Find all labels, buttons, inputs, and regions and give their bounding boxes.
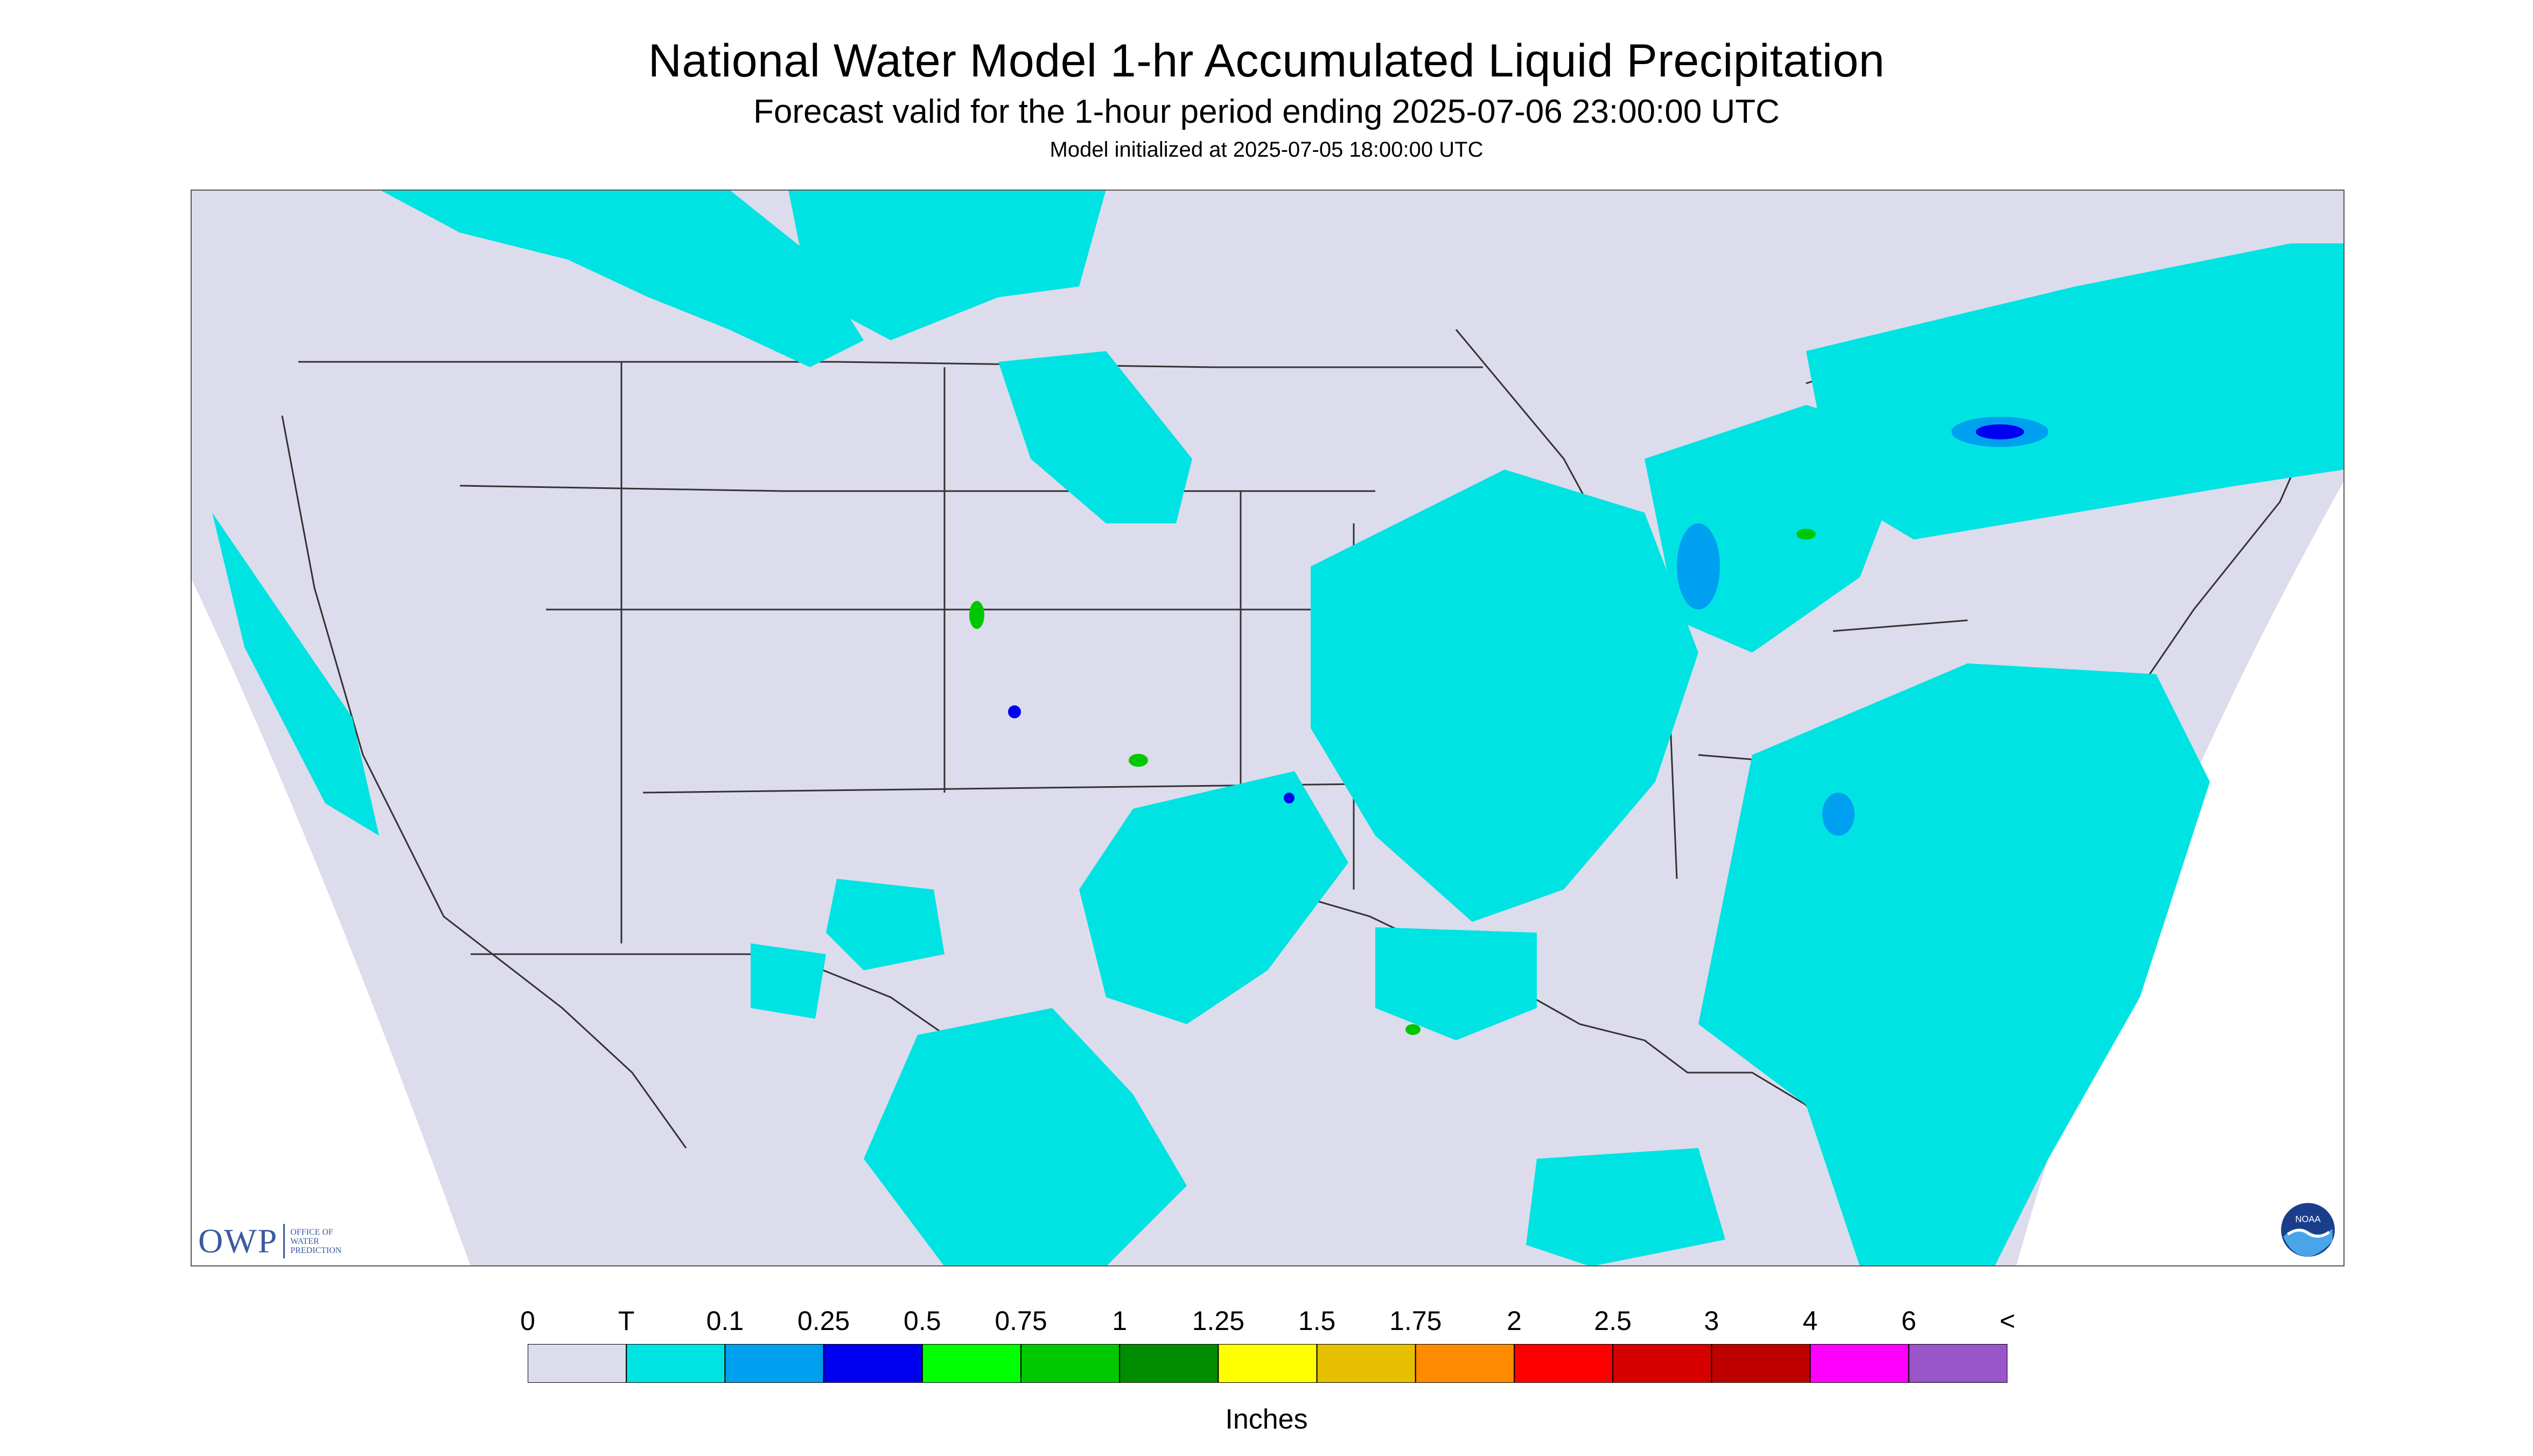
noaa-text: NOAA — [2295, 1214, 2321, 1224]
precipitation-map — [191, 190, 2345, 1266]
legend-swatch — [1119, 1343, 1219, 1383]
legend-tick-label: 1.25 — [1192, 1306, 1245, 1336]
legend-tick-label: 2 — [1507, 1306, 1522, 1336]
owp-line-1: OFFICE OF — [290, 1227, 333, 1237]
map-title: National Water Model 1-hr Accumulated Li… — [648, 35, 1885, 87]
legend-swatch — [1316, 1343, 1416, 1383]
legend-swatch — [1809, 1343, 1909, 1383]
legend-tick-label: 0.25 — [797, 1306, 850, 1336]
legend-units: Inches — [1225, 1404, 1308, 1435]
legend-swatch — [1908, 1343, 2009, 1383]
owp-fullname: OFFICE OF WATER PREDICTION — [290, 1228, 341, 1255]
legend-tick-label: 0 — [520, 1306, 535, 1336]
owp-logo: OWP OFFICE OF WATER PREDICTION — [198, 1221, 341, 1261]
precip-areas — [212, 190, 2345, 1266]
legend-swatch — [724, 1343, 824, 1383]
legend-swatch — [1415, 1343, 1515, 1383]
legend-swatch — [823, 1343, 923, 1383]
owp-line-3: PREDICTION — [290, 1245, 342, 1255]
owp-abbrev: OWP — [198, 1222, 278, 1260]
legend-tick-label: 2.5 — [1594, 1306, 1632, 1336]
legend-tick-label: 6 — [1901, 1306, 1916, 1336]
legend-swatch — [1217, 1343, 1318, 1383]
map-subtitle: Forecast valid for the 1-hour period end… — [753, 93, 1780, 130]
model-init-text: Model initialized at 2025-07-05 18:00:00… — [1049, 138, 1484, 162]
legend-bar — [527, 1343, 2009, 1383]
legend-swatch — [626, 1343, 726, 1383]
legend-swatch — [1514, 1343, 1614, 1383]
legend-swatch — [1612, 1343, 1712, 1383]
owp-divider — [283, 1224, 285, 1258]
legend-tick-label: 0.1 — [706, 1306, 744, 1336]
legend-tick-label: 4 — [1802, 1306, 1818, 1336]
legend-tick-label: 1.75 — [1389, 1306, 1442, 1336]
legend-tick-label: 3 — [1704, 1306, 1719, 1336]
legend-tick-label: 1.5 — [1298, 1306, 1336, 1336]
legend-tick-label: 0.5 — [904, 1306, 941, 1336]
noaa-logo: NOAA — [2281, 1203, 2335, 1257]
color-legend — [527, 1343, 2009, 1383]
legend-tick-label: 0.75 — [995, 1306, 1047, 1336]
legend-tick-label: < — [1999, 1306, 2016, 1336]
legend-tick-label: T — [618, 1306, 635, 1336]
map-frame — [191, 190, 2345, 1266]
legend-swatch — [921, 1343, 1021, 1383]
legend-swatch — [527, 1343, 627, 1383]
legend-tick-label: 1 — [1112, 1306, 1128, 1336]
legend-swatch — [1711, 1343, 1811, 1383]
legend-swatch — [1020, 1343, 1121, 1383]
owp-line-2: WATER — [290, 1236, 319, 1246]
